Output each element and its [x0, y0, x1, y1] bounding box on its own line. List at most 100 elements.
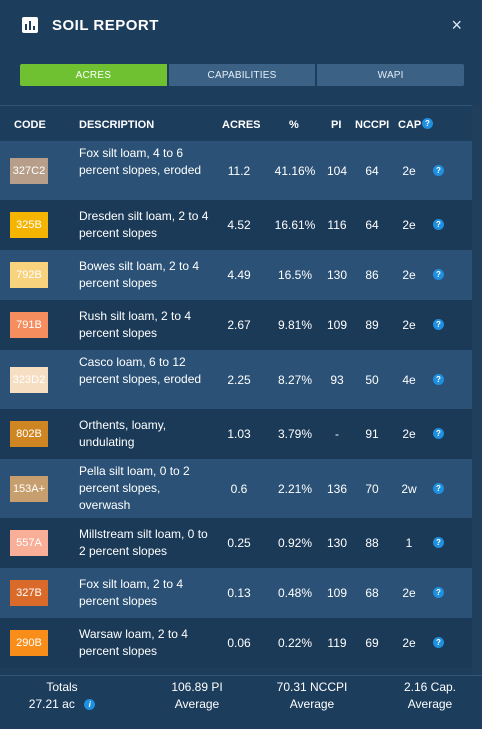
table-row[interactable]: 802B Orthents, loamy, undulating 1.03 3.79%… — [0, 409, 472, 459]
soil-description: Orthents, loamy, undulating — [79, 418, 167, 449]
tab-wapi[interactable]: WAPI — [317, 64, 465, 86]
column-header-code[interactable]: CODE — [14, 119, 46, 131]
cap-value: 2w — [401, 481, 417, 496]
pi-value: 93 — [330, 372, 344, 387]
table-row[interactable]: 557A Millstream silt loam, 0 to 2 percent… — [0, 518, 472, 568]
pi-average-label: Average — [174, 697, 220, 711]
soil-code-badge: 290B — [10, 630, 48, 656]
pi-average-value: 106.89 PI — [171, 680, 223, 694]
cap-help-icon[interactable]: ? — [433, 319, 444, 330]
column-header-cap[interactable]: CAP — [398, 119, 422, 131]
column-header-nccpi[interactable]: NCCPI — [355, 119, 390, 131]
acres-value: 4.49 — [227, 268, 251, 282]
table-row[interactable]: 290B Warsaw loam, 2 to 4 percent slopes 0.… — [0, 618, 472, 668]
table-row[interactable]: 325B Dresden silt loam, 2 to 4 percent sl… — [0, 200, 472, 250]
pi-value: 130 — [326, 268, 348, 282]
column-header-acres[interactable]: ACRES — [222, 119, 261, 131]
panel-header: SOIL REPORT × — [0, 0, 482, 50]
nccpi-value: 68 — [365, 586, 379, 600]
cap-help-icon[interactable]: ? — [433, 164, 444, 176]
percent-value: 9.81% — [277, 318, 313, 332]
soil-table-body: 327C2 Fox silt loam, 4 to 6 percent slope… — [0, 141, 472, 668]
nccpi-value: 64 — [365, 218, 379, 232]
soil-description: Millstream silt loam, 0 to 2 percent slo… — [79, 527, 208, 558]
cap-help-icon[interactable]: ? — [433, 637, 444, 648]
soil-description: Fox silt loam, 2 to 4 percent slopes — [79, 577, 184, 608]
column-header-percent[interactable]: % — [289, 119, 299, 131]
pi-value: 119 — [327, 636, 347, 650]
tab-capabilities[interactable]: CAPABILITIES — [168, 64, 316, 86]
cap-help-icon[interactable]: ? — [433, 428, 444, 439]
percent-value: 3.79% — [277, 427, 313, 441]
nccpi-value: 70 — [365, 481, 379, 496]
close-icon[interactable]: × — [451, 15, 462, 35]
scrollbar[interactable] — [472, 105, 482, 675]
cap-help-icon[interactable]: ? — [433, 482, 444, 494]
tab-acres[interactable]: ACRES — [20, 64, 167, 86]
pi-value: 104 — [326, 163, 348, 178]
cap-help-icon[interactable]: ? — [422, 118, 433, 129]
cap-value: 2e — [402, 218, 416, 232]
column-header-pi[interactable]: PI — [331, 119, 342, 131]
cap-help-icon[interactable]: ? — [433, 219, 444, 230]
nccpi-value: 69 — [365, 636, 379, 650]
soil-description: Casco loam, 6 to 12 percent slopes, erod… — [79, 355, 202, 386]
tab-bar: ACRES CAPABILITIES WAPI — [20, 64, 465, 86]
nccpi-value: 88 — [365, 536, 379, 550]
nccpi-average-label: Average — [289, 697, 335, 711]
nccpi-average-value: 70.31 NCCPI — [276, 680, 348, 694]
acres-value: 0.25 — [227, 536, 251, 550]
panel-title: SOIL REPORT — [52, 16, 159, 34]
nccpi-value: 50 — [365, 372, 379, 387]
nccpi-value: 91 — [365, 427, 379, 441]
cap-value: 4e — [402, 372, 416, 387]
soil-description: Warsaw loam, 2 to 4 percent slopes — [79, 627, 188, 658]
pi-value: 130 — [326, 536, 348, 550]
nccpi-value: 64 — [365, 163, 379, 178]
pi-value: 116 — [327, 218, 347, 232]
cap-value: 2e — [402, 163, 416, 178]
pi-value: 109 — [326, 586, 348, 600]
soil-description: Pella silt loam, 0 to 2 percent slopes, … — [79, 464, 190, 512]
soil-code-badge: 153A+ — [10, 475, 48, 502]
cap-average-label: Average — [407, 697, 453, 711]
table-row[interactable]: 153A+ Pella silt loam, 0 to 2 percent slo… — [0, 459, 472, 518]
cap-value: 2e — [402, 636, 416, 650]
soil-code-badge: 327B — [10, 580, 48, 606]
table-row[interactable]: 792B Bowes silt loam, 2 to 4 percent slop… — [0, 250, 472, 300]
nccpi-value: 89 — [365, 318, 379, 332]
bar-chart-icon — [22, 17, 38, 33]
soil-code-badge: 791B — [10, 312, 48, 338]
column-header-description[interactable]: DESCRIPTION — [79, 119, 155, 131]
soil-description: Rush silt loam, 2 to 4 percent slopes — [79, 309, 192, 340]
info-icon[interactable]: i — [84, 699, 96, 711]
percent-value: 41.16% — [274, 163, 316, 178]
acres-value: 0.13 — [227, 586, 251, 600]
table-row[interactable]: 323D2 Casco loam, 6 to 12 percent slopes,… — [0, 350, 472, 409]
soil-code-badge: 792B — [10, 262, 48, 288]
totals-label: Totals — [46, 680, 78, 694]
cap-help-icon[interactable]: ? — [433, 269, 444, 280]
cap-value: 1 — [405, 536, 413, 550]
table-row[interactable]: 791B Rush silt loam, 2 to 4 percent slope… — [0, 300, 472, 350]
acres-value: 2.25 — [227, 372, 251, 387]
soil-description: Bowes silt loam, 2 to 4 percent slopes — [79, 259, 200, 290]
cap-average-value: 2.16 Cap. — [403, 680, 457, 694]
acres-value: 11.2 — [227, 163, 251, 178]
table-row[interactable]: 327B Fox silt loam, 2 to 4 percent slopes… — [0, 568, 472, 618]
cap-help-icon[interactable]: ? — [433, 587, 444, 598]
pi-value: 136 — [326, 481, 348, 496]
table-row[interactable]: 327C2 Fox silt loam, 4 to 6 percent slope… — [0, 141, 472, 200]
percent-value: 0.48% — [277, 586, 313, 600]
pi-value: 109 — [326, 318, 348, 332]
cap-help-icon[interactable]: ? — [433, 373, 444, 385]
soil-description: Fox silt loam, 4 to 6 percent slopes, er… — [79, 146, 202, 177]
soil-code-badge: 325B — [10, 212, 48, 238]
cap-help-icon[interactable]: ? — [433, 537, 444, 548]
acres-value: 1.03 — [227, 427, 251, 441]
percent-value: 0.22% — [277, 636, 313, 650]
cap-value: 2e — [402, 427, 416, 441]
acres-value: 2.67 — [227, 318, 251, 332]
cap-value: 2e — [402, 318, 416, 332]
acres-value: 0.6 — [230, 481, 248, 496]
